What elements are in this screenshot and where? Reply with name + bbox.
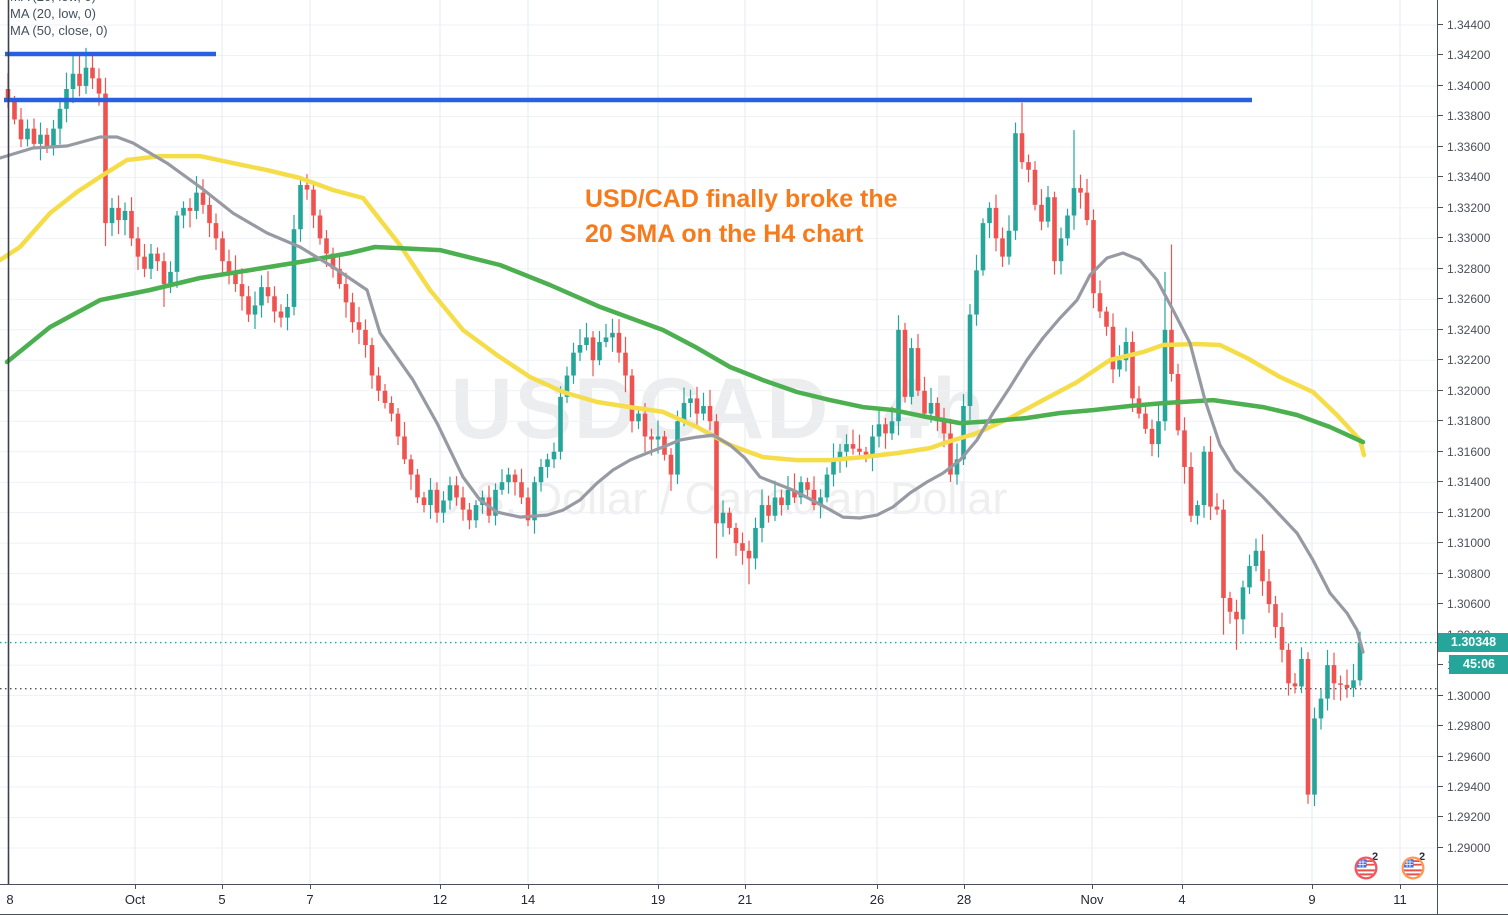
price-tick-label: 1.30000 <box>1438 689 1508 703</box>
price-tick-label: 1.32000 <box>1438 384 1508 398</box>
bar-countdown-badge: 45:06 <box>1449 654 1508 674</box>
time-tick-label: 8 <box>6 892 14 907</box>
time-tick-label: 11 <box>1393 892 1407 907</box>
time-tick-label: 12 <box>432 892 448 907</box>
price-tick-label: 1.33800 <box>1438 109 1508 123</box>
time-tick-label: 5 <box>218 892 226 907</box>
time-tick-label: 9 <box>1308 892 1316 907</box>
indicator-legend: MA (20, low, 0) MA (20, low, 0) MA (50, … <box>10 0 108 39</box>
annotation-line2: 20 SMA on the H4 chart <box>585 220 864 248</box>
time-tick-label: 28 <box>956 892 972 907</box>
price-tick-label: 1.30600 <box>1438 597 1508 611</box>
price-tick-label: 1.29400 <box>1438 780 1508 794</box>
annotation-line1: USD/CAD finally broke the <box>585 185 898 213</box>
economic-event-icon[interactable]: 2 <box>1352 849 1382 881</box>
price-tick-label: 1.34200 <box>1438 48 1508 62</box>
time-tick-mark <box>1400 885 1401 889</box>
time-tick-label: 19 <box>650 892 666 907</box>
clipped-indicator-label: MA (20, low, 0) <box>10 0 108 5</box>
price-tick-label: 1.34000 <box>1438 79 1508 93</box>
ma-line[interactable] <box>0 135 1365 654</box>
price-tick-label: 1.32400 <box>1438 323 1508 337</box>
chart-annotation[interactable]: USD/CAD finally broke the 20 SMA on the … <box>585 182 898 252</box>
time-tick-label: 7 <box>306 892 314 907</box>
time-tick-mark <box>135 885 136 889</box>
time-tick-mark <box>877 885 878 889</box>
candlestick-chart[interactable] <box>0 0 1437 884</box>
chart-canvas[interactable] <box>0 0 1437 884</box>
axis-corner <box>1437 884 1508 915</box>
time-tick-mark <box>745 885 746 889</box>
time-tick-label: 21 <box>737 892 753 907</box>
time-tick-label: Oct <box>124 892 146 907</box>
event-count: 2 <box>1372 851 1378 863</box>
price-tick-label: 1.33200 <box>1438 201 1508 215</box>
price-tick-label: 1.34400 <box>1438 18 1508 32</box>
price-tick-label: 1.29600 <box>1438 750 1508 764</box>
price-tick-label: 1.31600 <box>1438 445 1508 459</box>
last-price-badge: 1.30348 <box>1438 633 1508 653</box>
time-tick-label: Nov <box>1080 892 1104 907</box>
price-tick-label: 1.32600 <box>1438 292 1508 306</box>
time-tick-mark <box>310 885 311 889</box>
ma-20-low-label[interactable]: MA (20, low, 0) <box>10 6 96 21</box>
price-tick-label: 1.31200 <box>1438 506 1508 520</box>
price-tick-label: 1.32800 <box>1438 262 1508 276</box>
price-tick-label: 1.31000 <box>1438 536 1508 550</box>
price-tick-label: 1.31400 <box>1438 475 1508 489</box>
time-tick-mark <box>1182 885 1183 889</box>
us-flag-icon <box>1356 858 1376 878</box>
time-tick-mark <box>440 885 441 889</box>
price-tick-label: 1.29000 <box>1438 841 1508 855</box>
time-tick-mark <box>964 885 965 889</box>
price-tick-label: 1.30800 <box>1438 567 1508 581</box>
time-tick-mark <box>1092 885 1093 889</box>
event-count: 2 <box>1419 851 1425 863</box>
time-axis[interactable]: 8 Oct 5 7 12 14 19 21 26 28 Nov 4 9 11 <box>0 884 1437 915</box>
economic-event-icon[interactable]: 2 <box>1399 849 1429 881</box>
time-tick-mark <box>528 885 529 889</box>
time-tick-mark <box>222 885 223 889</box>
time-tick-label: 4 <box>1178 892 1186 907</box>
time-tick-label: 26 <box>869 892 885 907</box>
price-tick-label: 1.32200 <box>1438 353 1508 367</box>
ma-line[interactable] <box>4 244 1366 445</box>
time-tick-mark <box>1312 885 1313 889</box>
price-tick-label: 1.29800 <box>1438 719 1508 733</box>
us-flag-icon <box>1403 858 1423 878</box>
price-tick-label: 1.33400 <box>1438 170 1508 184</box>
time-tick-mark <box>658 885 659 889</box>
candles <box>5 47 1363 807</box>
price-tick-label: 1.33000 <box>1438 231 1508 245</box>
time-tick-label: 14 <box>520 892 536 907</box>
price-tick-label: 1.31800 <box>1438 414 1508 428</box>
price-tick-label: 1.29200 <box>1438 810 1508 824</box>
price-tick-label: 1.33600 <box>1438 140 1508 154</box>
price-axis[interactable]: 1.34400 1.34200 1.34000 1.33800 1.33600 1.334… <box>1437 0 1508 884</box>
ma-50-close-label[interactable]: MA (50, close, 0) <box>10 23 108 38</box>
